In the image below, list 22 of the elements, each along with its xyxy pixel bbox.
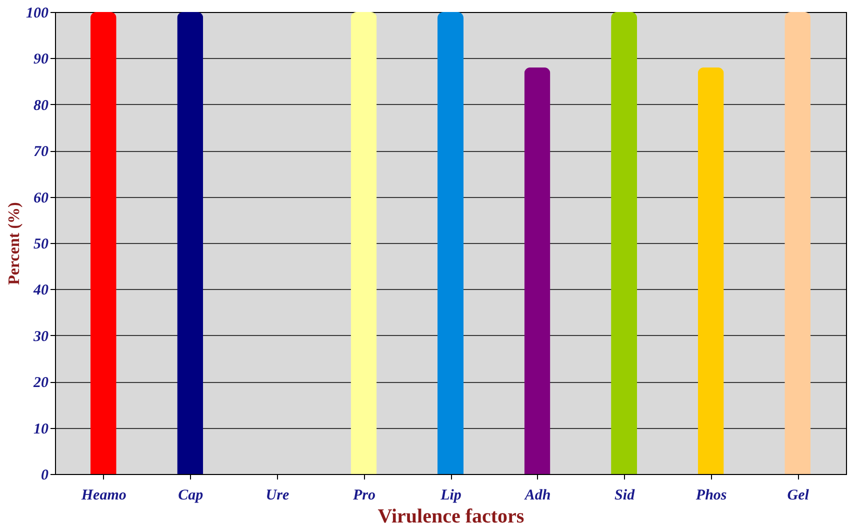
y-tick-label: 60 [34,190,49,206]
x-tick-label: Cap [178,488,204,504]
y-tick-label: 70 [34,144,49,160]
y-tick-label: 90 [34,52,49,68]
y-tick-label: 20 [32,375,49,392]
x-axis-title: Virulence factors [378,506,524,528]
x-tick-label: Adh [524,488,551,504]
y-tick-label: 80 [34,98,49,114]
x-tick-label: Sid [614,488,636,504]
y-tick-label: 10 [34,421,49,438]
x-tick-label: Gel [787,488,810,504]
y-tick-label: 100 [26,6,49,22]
x-tick-label: Pro [352,488,376,504]
y-tick-label: 30 [32,328,49,345]
y-tick-label: 50 [34,236,49,252]
x-tick-label: Lip [440,488,462,504]
x-tick-label: Phos [696,488,727,504]
x-tick-label: Ure [266,488,290,504]
y-axis-title: Percent (%) [6,202,23,285]
y-tick-label: 40 [32,282,49,299]
y-tick-label: 0 [41,468,49,484]
x-tick-label: Heamo [80,488,126,504]
